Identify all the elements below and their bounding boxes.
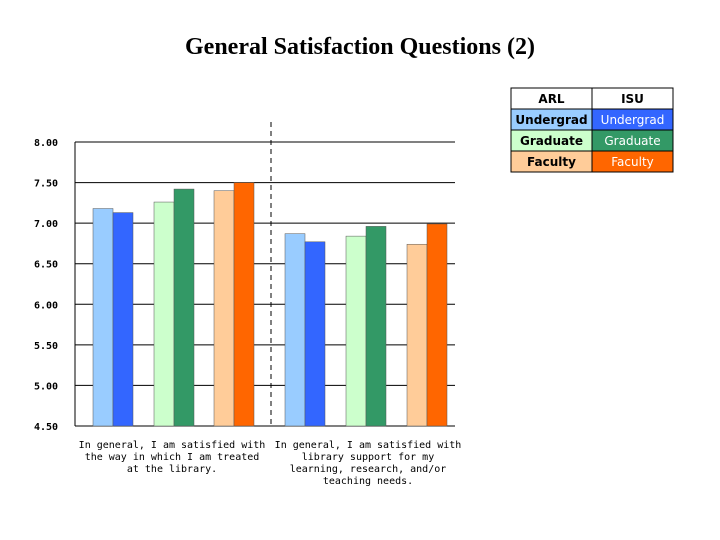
- legend-header: ISU: [621, 92, 644, 106]
- category-label: the way in which I am treated: [85, 452, 260, 463]
- bar-graduate-arl: [345, 235, 367, 427]
- y-tick-label: 4.50: [34, 422, 58, 433]
- legend-label-arl: Graduate: [520, 134, 583, 148]
- legend-label-arl: Faculty: [527, 155, 576, 169]
- bar-faculty-arl: [406, 243, 428, 427]
- legend-label-isu: Faculty: [611, 155, 654, 169]
- labels: 8.00 7.50 7.00 6.50 6.00 5.50 5.00 4.50 In gener…: [34, 138, 461, 487]
- legend-label-isu: Graduate: [604, 134, 660, 148]
- bars: [92, 182, 448, 427]
- category-label: In general, I am satisfied with: [79, 440, 266, 451]
- bar-graduate-isu: [173, 188, 195, 427]
- bar-faculty-isu: [233, 182, 255, 427]
- category-label: library support for my: [302, 452, 434, 463]
- bar-faculty-arl: [213, 190, 235, 427]
- y-tick-label: 7.00: [34, 219, 58, 230]
- bar-faculty-isu: [426, 223, 448, 427]
- legend-label-arl: Undergrad: [515, 113, 587, 127]
- y-tick-label: 5.00: [34, 381, 58, 392]
- category-label: learning, research, and/or: [290, 464, 447, 475]
- y-tick-label: 6.00: [34, 300, 58, 311]
- bar-undergrad-isu: [112, 212, 134, 427]
- bar-undergrad-arl: [284, 233, 306, 427]
- y-tick-label: 5.50: [34, 341, 58, 352]
- category-label: teaching needs.: [323, 476, 413, 487]
- grid-lines: [75, 141, 455, 427]
- legend-label-isu: Undergrad: [601, 113, 665, 127]
- axes: [74, 122, 272, 426]
- bar-undergrad-arl: [92, 208, 114, 427]
- category-label: at the library.: [127, 464, 217, 475]
- category-label: In general, I am satisfied with: [275, 440, 462, 451]
- y-tick-label: 6.50: [34, 260, 58, 271]
- bar-graduate-isu: [365, 226, 387, 427]
- bar-graduate-arl: [153, 201, 175, 427]
- y-tick-label: 7.50: [34, 179, 58, 190]
- legend: ARL ISU Undergrad Undergrad Graduate Graduate…: [510, 87, 674, 173]
- y-tick-label: 8.00: [34, 138, 58, 149]
- legend-swatch-isu: [591, 150, 674, 173]
- legend-header: ARL: [538, 92, 565, 106]
- bar-undergrad-isu: [304, 241, 326, 427]
- chart-title: General Satisfaction Questions (2): [185, 34, 535, 60]
